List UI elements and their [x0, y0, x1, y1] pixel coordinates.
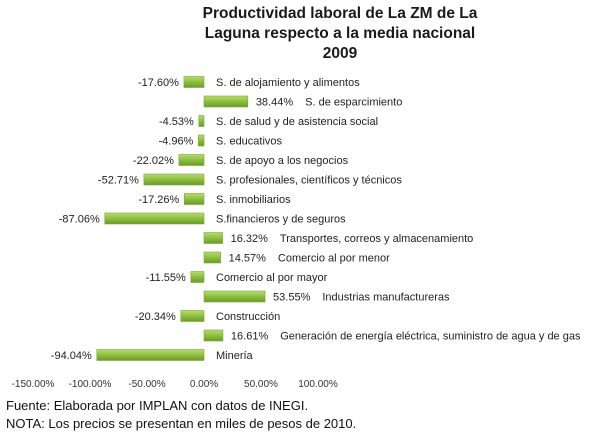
category-label: S. de alojamiento y alimentos: [216, 77, 360, 89]
category-label: Minería: [216, 350, 254, 362]
prices-note: NOTA: Los precios se presentan en miles …: [6, 416, 357, 431]
x-tick-label: -50.00%: [128, 379, 165, 390]
data-label: -94.04%: [51, 350, 92, 362]
bar: [203, 251, 221, 264]
data-label: 38.44%: [256, 97, 294, 109]
chart-title-line-3: 2009: [322, 45, 358, 62]
bar: [198, 134, 205, 147]
category-label: S. educativos: [216, 136, 283, 148]
chart-title-line-2: Laguna respecto a la media nacional: [204, 25, 476, 42]
data-label: -17.60%: [138, 77, 179, 89]
data-label: -11.55%: [146, 272, 186, 284]
data-label: 16.61%: [231, 331, 269, 343]
category-label: Generación de energía eléctrica, suminis…: [280, 331, 581, 343]
x-tick-label: -150.00%: [12, 379, 55, 390]
bar-chart: -17.60% S. de alojamiento y alimentos 38.4…: [12, 76, 581, 390]
x-tick-label: 100.00%: [298, 379, 338, 390]
x-tick-label: 0.00%: [190, 379, 218, 390]
category-label: S.financieros y de seguros: [216, 214, 346, 226]
category-label: S. de apoyo a los negocios: [216, 155, 349, 167]
data-label: -22.02%: [133, 155, 174, 167]
bar: [104, 212, 205, 225]
category-label: S. de salud y de asistencia social: [216, 116, 378, 128]
bar: [198, 115, 205, 127]
bar: [203, 329, 224, 342]
bar: [143, 173, 205, 186]
source-note: Fuente: Elaborada por IMPLAN con datos d…: [6, 398, 309, 413]
data-label: 14.57%: [229, 253, 267, 265]
category-label: S. de esparcimiento: [305, 97, 402, 109]
data-label: -4.53%: [159, 116, 194, 128]
category-label: S. inmobiliarios: [216, 194, 291, 206]
bar: [183, 76, 205, 88]
x-tick-label: -100.00%: [69, 379, 112, 390]
data-label: -52.71%: [98, 175, 139, 187]
category-label: S. profesionales, científicos y técnicos: [216, 175, 402, 187]
chart-title-line-1: Productividad laboral de La ZM de La: [202, 5, 478, 22]
category-label: Transportes, correos y almacenamiento: [280, 233, 473, 245]
bar: [203, 232, 223, 244]
bar: [203, 290, 266, 303]
category-label: Construcción: [216, 311, 280, 323]
x-tick-label: 50.00%: [244, 379, 278, 390]
data-label: -87.06%: [59, 214, 100, 226]
bar: [180, 310, 205, 322]
data-label: -4.96%: [158, 136, 193, 148]
category-label: Comercio al por mayor: [216, 272, 328, 284]
bar: [190, 271, 205, 283]
bar: [203, 95, 249, 108]
bar: [178, 154, 205, 166]
bar: [96, 349, 205, 361]
data-label: -20.34%: [135, 311, 176, 323]
data-label: -17.26%: [138, 194, 179, 206]
plot-area: -17.60% S. de alojamiento y alimentos 38.4…: [12, 76, 581, 390]
bar: [184, 193, 205, 205]
data-label: 53.55%: [273, 292, 311, 304]
category-label: Industrias manufactureras: [322, 292, 450, 304]
chart-title: Productividad laboral de La ZM de La Lag…: [140, 4, 540, 64]
data-label: 16.32%: [231, 233, 269, 245]
category-label: Comercio al por menor: [278, 253, 390, 265]
